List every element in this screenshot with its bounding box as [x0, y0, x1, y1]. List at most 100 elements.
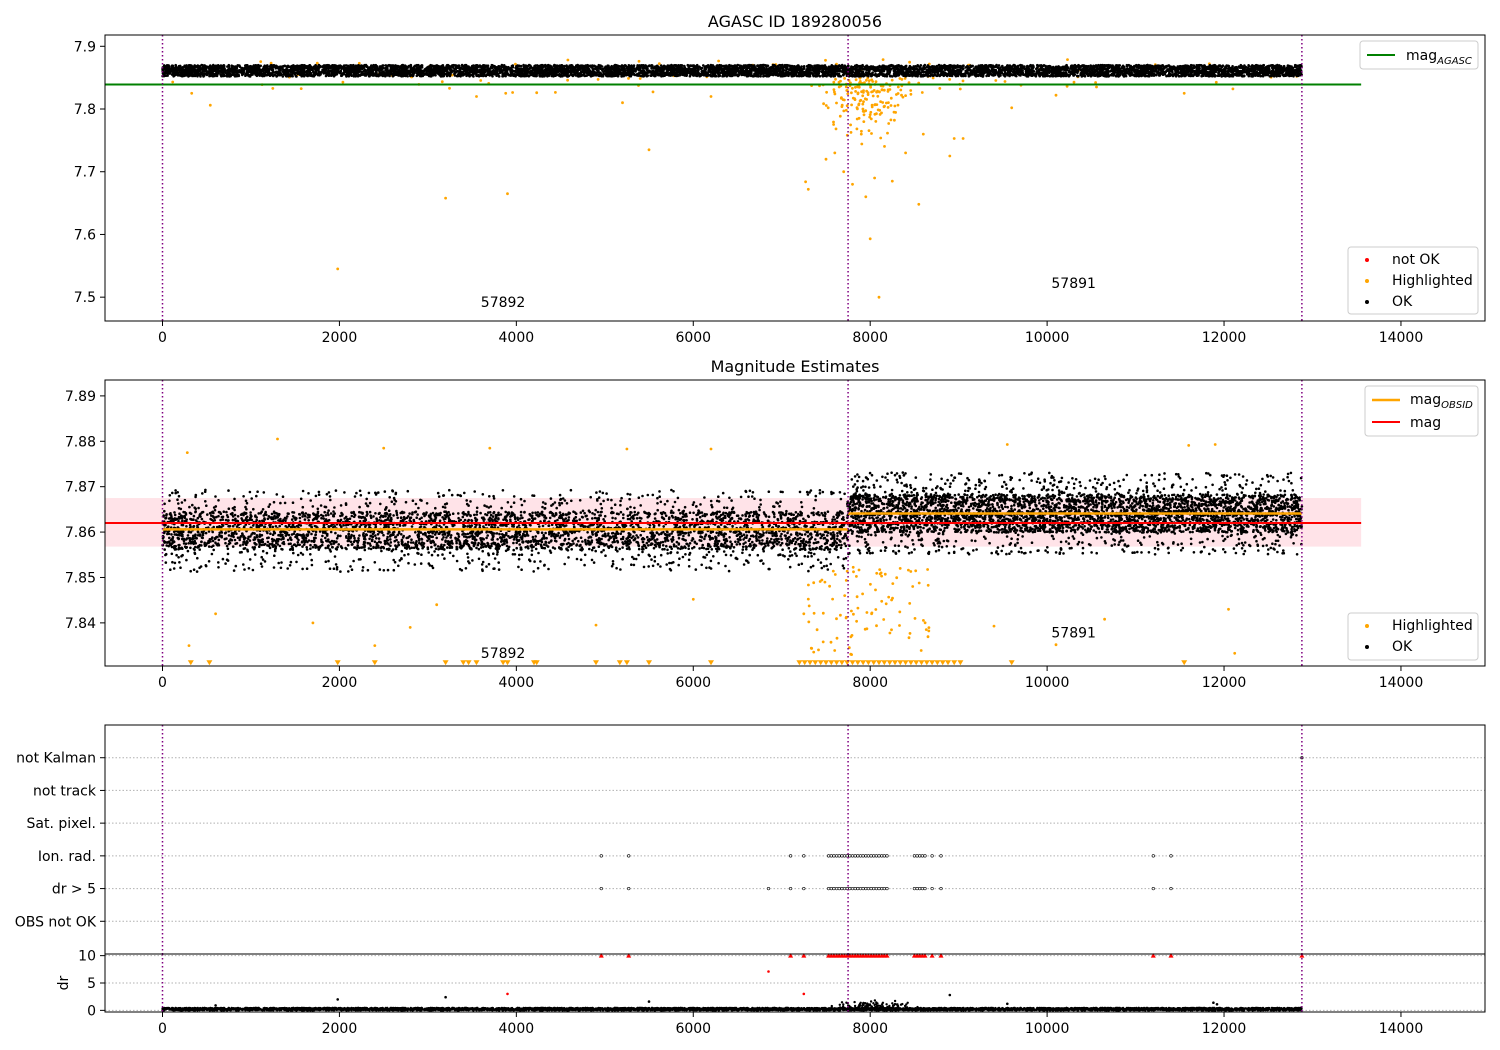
- agasc-highlighted-point: [909, 92, 913, 96]
- agasc-highlighted-point: [566, 58, 570, 62]
- agasc-highlighted-point: [886, 131, 889, 135]
- agasc-highlighted-point: [868, 113, 872, 116]
- agasc-highlighted-point: [647, 148, 651, 152]
- agasc-highlighted-point: [717, 59, 720, 63]
- agasc-ok-point: [205, 73, 209, 77]
- agasc-highlighted-point: [869, 110, 873, 114]
- agasc-highlighted-point: [880, 88, 884, 92]
- agasc-highlighted-point: [833, 151, 837, 155]
- agasc-highlighted-point: [315, 61, 319, 65]
- agasc-highlighted-point: [854, 85, 857, 89]
- agasc-highlighted-point: [804, 180, 807, 184]
- agasc-highlighted-point: [514, 62, 517, 66]
- agasc-highlighted-point: [860, 129, 863, 133]
- agasc-highlighted-point: [849, 123, 852, 127]
- agasc-highlighted-point: [908, 60, 911, 64]
- agasc-highlighted-point: [208, 103, 212, 107]
- agasc-highlighted-point: [867, 79, 871, 82]
- agasc-highlighted-point: [651, 90, 655, 94]
- agasc-highlighted-point: [860, 142, 864, 146]
- agasc-highlighted-point: [883, 145, 886, 148]
- agasc-highlighted-point: [920, 91, 924, 94]
- agasc-ok-point: [198, 64, 202, 68]
- agasc-panel: 0 2000 4000 6000 8000 10000 12000 140007.57.67.…: [74, 12, 1486, 346]
- agasc-highlighted-point: [825, 90, 828, 94]
- agasc-highlighted-point: [824, 58, 827, 62]
- agasc-highlighted-point: [864, 195, 868, 199]
- agasc-highlighted-point: [907, 81, 911, 84]
- agasc-highlighted-point: [850, 91, 853, 95]
- agasc-highlighted-point: [850, 103, 853, 107]
- agasc-highlighted-point: [869, 117, 873, 121]
- agasc-highlighted-point: [259, 60, 263, 63]
- agasc-highlighted-point: [1065, 84, 1069, 88]
- agasc-highlighted-point: [903, 77, 907, 80]
- agasc-highlighted-point: [832, 123, 835, 126]
- agasc-highlighted-point: [868, 237, 872, 241]
- agasc-highlighted-point: [1182, 91, 1186, 95]
- agasc-highlighted-point: [873, 176, 876, 180]
- agasc-ok-point: [411, 72, 415, 75]
- agasc-highlighted-point: [849, 131, 853, 134]
- agasc-highlighted-point: [834, 77, 837, 81]
- agasc-highlighted-point: [1066, 58, 1069, 61]
- agasc-highlighted-point: [881, 101, 885, 104]
- agasc-highlighted-point: [479, 79, 483, 82]
- agasc-highlighted-point: [881, 58, 885, 61]
- agasc-highlighted-point: [862, 120, 866, 123]
- agasc-ok-point: [461, 64, 464, 68]
- agasc-highlighted-point: [961, 79, 965, 83]
- agasc-highlighted-point: [190, 91, 194, 95]
- agasc-highlighted-point: [857, 103, 861, 107]
- agasc-highlighted-point: [627, 77, 630, 80]
- agasc-highlighted-point: [851, 86, 854, 90]
- agasc-highlighted-point: [882, 88, 886, 92]
- agasc-highlighted-point: [844, 108, 848, 112]
- agasc-highlighted-point: [839, 79, 842, 83]
- agasc-highlighted-point: [866, 93, 870, 96]
- agasc-highlighted-point: [849, 81, 852, 85]
- agasc-ok-point: [367, 75, 371, 78]
- agasc-highlighted-point: [877, 295, 881, 299]
- agasc-highlighted-point: [271, 87, 275, 90]
- agasc-highlighted-point: [822, 102, 825, 106]
- agasc-ok-point: [1231, 71, 1235, 74]
- agasc-highlighted-point: [861, 94, 865, 98]
- agasc-highlighted-point: [844, 85, 848, 89]
- agasc-highlighted-point: [832, 80, 836, 84]
- agasc-highlighted-point: [862, 100, 865, 103]
- agasc-ok-point: [478, 64, 482, 67]
- agasc-highlighted-point: [621, 101, 624, 105]
- agasc-highlighted-point: [832, 120, 835, 124]
- agasc-highlighted-point: [596, 78, 600, 81]
- agasc-highlighted-point: [856, 92, 860, 96]
- agasc-ok-point: [241, 73, 244, 77]
- agasc-highlighted-point: [826, 106, 830, 110]
- agasc-highlighted-point: [357, 61, 361, 65]
- agasc-highlighted-point: [883, 104, 886, 108]
- agasc-highlighted-point: [958, 87, 962, 91]
- agasc-highlighted-point: [952, 137, 956, 140]
- agasc-highlighted-point: [842, 109, 846, 113]
- agasc-highlighted-point: [1214, 80, 1218, 84]
- agasc-highlighted-point: [868, 115, 872, 119]
- agasc-highlighted-point: [917, 202, 921, 206]
- agasc-highlighted-point: [859, 132, 863, 136]
- agasc-highlighted-point: [269, 61, 273, 65]
- agasc-highlighted-point: [904, 151, 907, 155]
- agasc-highlighted-point: [838, 114, 842, 118]
- agasc-highlighted-point: [871, 94, 875, 98]
- agasc-highlighted-point: [870, 132, 873, 135]
- agasc-highlighted-point: [1072, 80, 1076, 84]
- agasc-highlighted-point: [862, 113, 866, 117]
- agasc-highlighted-point: [896, 103, 900, 107]
- agasc-ok-point: [281, 75, 285, 78]
- agasc-highlighted-point: [879, 136, 883, 140]
- agasc-highlighted-point: [887, 101, 890, 104]
- agasc-highlighted-point: [444, 196, 447, 200]
- agasc-highlighted-point: [871, 80, 875, 83]
- agasc-highlighted-point: [1094, 81, 1097, 84]
- agasc-highlighted-point: [853, 98, 857, 101]
- agasc-highlighted-point: [895, 93, 898, 96]
- agasc-highlighted-point: [638, 77, 642, 80]
